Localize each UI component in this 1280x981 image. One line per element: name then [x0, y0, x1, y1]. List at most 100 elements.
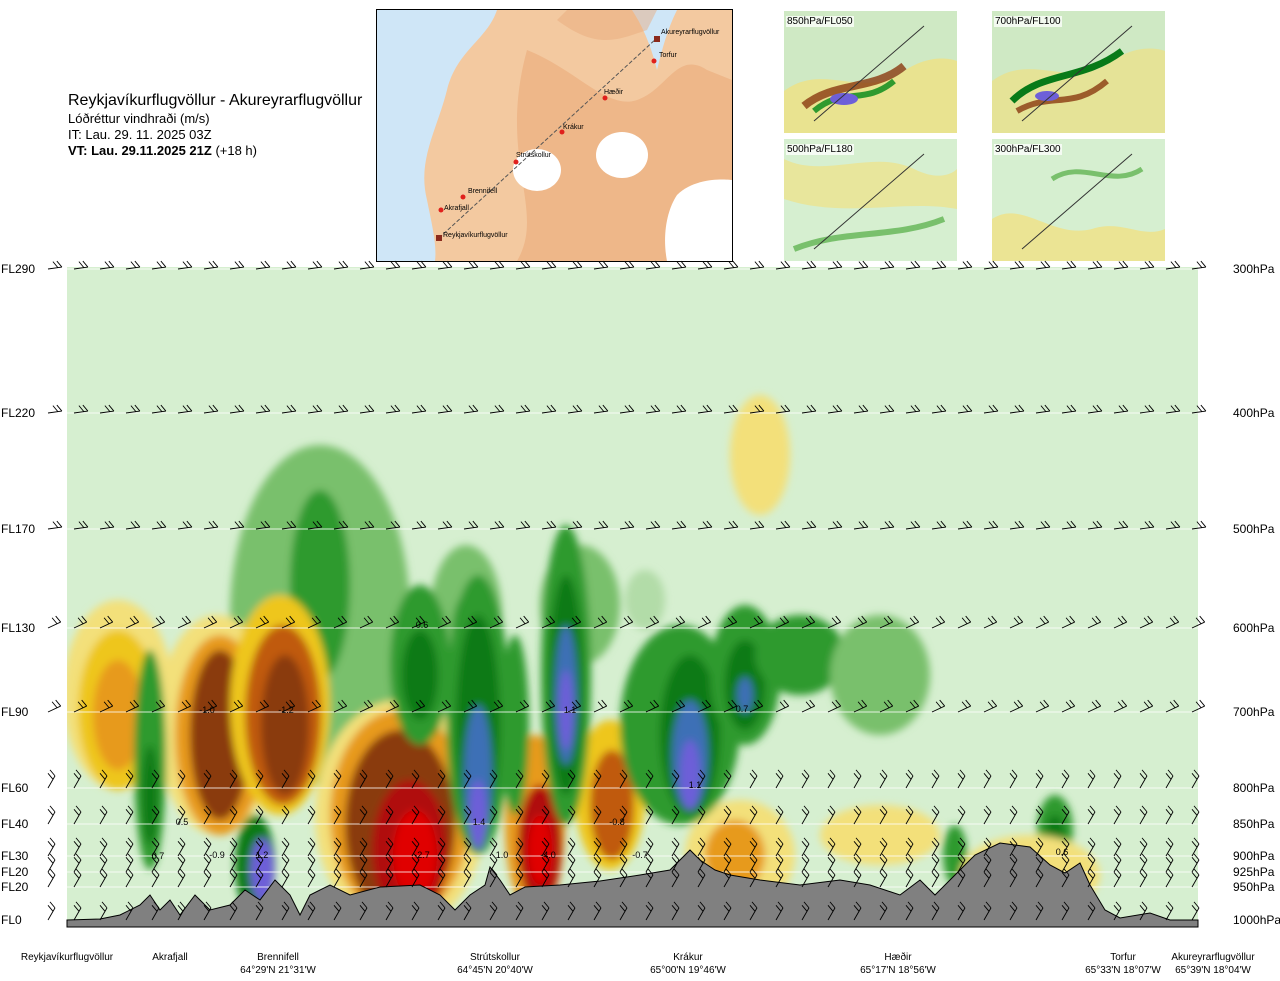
- waypoint-marker: [436, 235, 442, 241]
- wind-barb: [905, 615, 920, 629]
- wind-barb: [827, 404, 843, 414]
- wind-barb: [879, 769, 888, 789]
- waypoint-label: Akureyrarflugvöllur: [661, 29, 720, 36]
- location-name: Strútskollur: [470, 952, 521, 963]
- wind-barb: [541, 868, 550, 888]
- wind-barb: [73, 901, 82, 921]
- wind-barb: [567, 837, 576, 857]
- map-sea: [377, 10, 497, 261]
- wind-barb: [99, 404, 115, 414]
- velocity-contour: [559, 670, 573, 750]
- panel-label: 300hPa/FL300: [994, 144, 1062, 155]
- wind-barb: [1061, 404, 1077, 414]
- level-panel-700[interactable]: 700hPa/FL100: [992, 11, 1165, 133]
- wind-barb: [619, 520, 635, 530]
- wind-barb: [47, 404, 63, 414]
- wind-barb: [853, 901, 862, 921]
- wind-barb: [645, 699, 660, 713]
- wind-barb: [957, 837, 966, 857]
- wind-barb: [1009, 260, 1025, 270]
- wind-barb: [203, 404, 219, 414]
- wind-barb: [1035, 615, 1050, 629]
- wind-barb: [1061, 837, 1070, 857]
- wind-barb: [359, 805, 368, 825]
- wind-barb: [281, 868, 290, 888]
- wind-barb: [905, 520, 921, 530]
- wind-barb: [1035, 520, 1051, 530]
- wind-barb: [151, 868, 160, 888]
- wind-barb: [1191, 260, 1207, 270]
- wind-barb: [463, 805, 472, 825]
- wind-barb: [619, 260, 635, 270]
- velocity-contour: [250, 838, 274, 902]
- wind-barb: [489, 615, 504, 629]
- wind-barb: [1035, 901, 1044, 921]
- wind-barb: [619, 699, 634, 713]
- wind-barb: [801, 868, 810, 888]
- wind-barb: [437, 520, 453, 530]
- wind-barb: [47, 699, 62, 713]
- wind-barb: [1087, 853, 1096, 873]
- wind-barb: [463, 699, 478, 713]
- wind-barb: [1139, 404, 1155, 414]
- wind-barb: [853, 837, 862, 857]
- level-panel-850[interactable]: 850hPa/FL050: [784, 11, 957, 133]
- level-panel-500[interactable]: 500hPa/FL180: [784, 139, 957, 261]
- wind-barb: [671, 901, 680, 921]
- wind-barb: [1113, 260, 1129, 270]
- wind-barb: [255, 699, 270, 713]
- wind-barb: [1009, 901, 1018, 921]
- wind-barb: [1165, 404, 1181, 414]
- wind-barb: [931, 404, 947, 414]
- wind-barb: [671, 404, 687, 414]
- wind-barb: [229, 837, 238, 857]
- level-panel-300[interactable]: 300hPa/FL300: [992, 139, 1165, 261]
- wind-barb: [541, 615, 556, 629]
- wind-barb: [333, 615, 348, 629]
- flight-level-label: FL130: [1, 621, 35, 635]
- route-map-graphic: Akureyrarflugvöllur Torfur Hæðir Krákur Strú…: [377, 10, 732, 261]
- wind-barb: [775, 615, 790, 629]
- wind-barb: [385, 805, 394, 825]
- wind-barb: [515, 615, 530, 629]
- wind-barb: [1035, 837, 1044, 857]
- wind-barb: [177, 868, 186, 888]
- wind-barb: [957, 699, 972, 713]
- wind-barb: [125, 901, 134, 921]
- wind-barb: [307, 615, 322, 629]
- wind-barb: [827, 699, 842, 713]
- wind-barb: [151, 404, 167, 414]
- wind-barb: [645, 805, 654, 825]
- wind-barb: [47, 868, 56, 888]
- wind-barb: [567, 520, 583, 530]
- wind-barb: [567, 805, 576, 825]
- wind-barb: [203, 520, 219, 530]
- wind-barb: [801, 901, 810, 921]
- wind-barb: [1191, 805, 1200, 825]
- wind-barb: [593, 805, 602, 825]
- waypoint-marker: [654, 36, 660, 42]
- wind-barb: [385, 769, 394, 789]
- wind-barb: [1191, 615, 1206, 629]
- wind-barb: [697, 901, 706, 921]
- valid-time: VT: Lau. 29.11.2025 21Z (+18 h): [68, 143, 362, 159]
- wind-barb: [931, 520, 947, 530]
- wind-barb: [333, 853, 342, 873]
- wind-barb: [515, 260, 531, 270]
- wind-barb: [1009, 868, 1018, 888]
- wind-barb: [905, 805, 914, 825]
- wind-barb: [957, 853, 966, 873]
- wind-barb: [177, 404, 193, 414]
- wind-barb: [749, 699, 764, 713]
- wind-barb: [931, 805, 940, 825]
- wind-barb: [775, 404, 791, 414]
- wind-barb: [229, 520, 245, 530]
- velocity-contour: [501, 635, 529, 815]
- wind-barb: [437, 901, 446, 921]
- wind-barb: [437, 837, 446, 857]
- wind-barb: [931, 615, 946, 629]
- wind-barb: [489, 769, 498, 789]
- wind-barb: [697, 260, 713, 270]
- wind-barb: [931, 901, 940, 921]
- wind-barb: [983, 853, 992, 873]
